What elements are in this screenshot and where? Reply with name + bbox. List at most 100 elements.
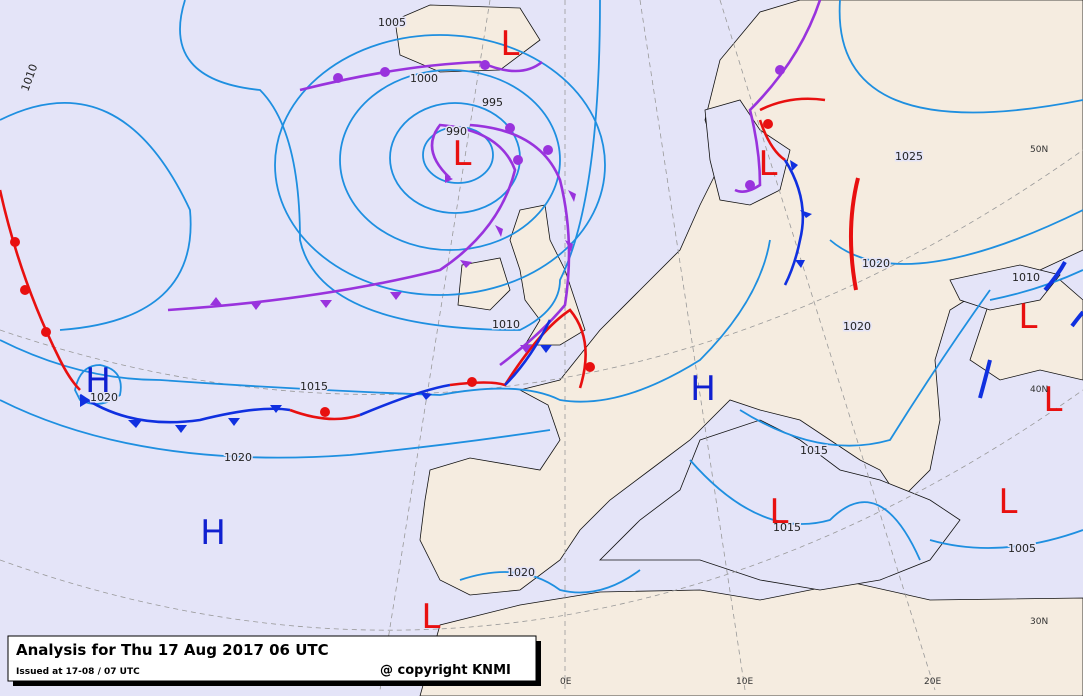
pressure-center: L xyxy=(501,24,520,64)
occluded-symbol xyxy=(543,145,553,155)
pressure-center: L xyxy=(1044,380,1063,420)
isobar xyxy=(339,69,561,251)
great-britain xyxy=(509,204,586,346)
isobar xyxy=(739,289,991,447)
cold-front xyxy=(1043,261,1067,292)
europe xyxy=(419,0,1083,596)
isobar xyxy=(689,459,921,561)
pressure-center: L xyxy=(422,597,441,637)
warm-symbol xyxy=(763,119,773,129)
cold-front xyxy=(359,383,451,417)
fronts xyxy=(0,0,1083,424)
warm-symbol xyxy=(41,327,51,337)
cold-front xyxy=(504,319,552,386)
pressure-center: L xyxy=(999,482,1018,522)
cold-front xyxy=(783,159,805,286)
isobar-label: 1015 xyxy=(300,380,328,393)
ireland xyxy=(457,257,511,311)
pressure-center: H xyxy=(200,513,226,553)
labels: 1005 1000 995 990 1010 1010 1015 1020 1020 1020 10… xyxy=(17,15,1063,688)
mediterranean xyxy=(599,419,961,591)
occluded-symbol xyxy=(775,65,785,75)
africa xyxy=(419,581,1083,696)
land xyxy=(394,0,1083,696)
occluded-symbol xyxy=(513,155,523,165)
isobars xyxy=(0,0,1083,594)
warm-front xyxy=(848,177,860,291)
pressure-center: L xyxy=(1019,297,1038,337)
isobar-label: 1015 xyxy=(773,521,801,534)
pressure-center: L xyxy=(770,492,789,532)
isobar-label: 1015 xyxy=(800,444,828,457)
occluded-front xyxy=(734,0,822,193)
isobar xyxy=(0,399,551,459)
isobar xyxy=(459,569,641,594)
warm-symbol xyxy=(320,407,330,417)
isobar-label: 1005 xyxy=(1008,542,1036,555)
warm-symbol xyxy=(10,237,20,247)
meridian xyxy=(719,0,936,691)
isobar-label: 1020 xyxy=(507,566,535,579)
warm-front xyxy=(758,119,786,162)
occluded-front xyxy=(167,123,517,312)
isobar xyxy=(0,239,771,403)
graticule-label: 10E xyxy=(736,677,753,687)
warm-front xyxy=(759,97,826,112)
front-symbols xyxy=(10,60,812,433)
pressure-center: H xyxy=(85,361,111,401)
isobar-label: 1020 xyxy=(843,320,871,333)
pressure-center: H xyxy=(690,369,716,409)
isobar-label: 1020 xyxy=(224,451,252,464)
graticule-label: 30N xyxy=(1030,617,1048,627)
graticule-label: 50N xyxy=(1030,145,1048,155)
cold-front xyxy=(1070,310,1083,328)
graticule-label: 20E xyxy=(924,677,941,687)
warm-symbol xyxy=(585,362,595,372)
graticule-label: 0E xyxy=(560,677,572,687)
inland-seas xyxy=(599,99,1061,591)
caption-copyright: @ copyright KNMI xyxy=(380,663,511,678)
isobar-label: 1020 xyxy=(90,391,118,404)
isobar-label: 1005 xyxy=(378,16,406,29)
black-sea xyxy=(949,264,1061,311)
warm-symbol xyxy=(467,377,477,387)
warm-symbol xyxy=(20,285,30,295)
isobar xyxy=(929,529,1083,549)
isobar-label: 1010 xyxy=(492,318,520,331)
parallel xyxy=(0,389,1083,631)
occluded-front xyxy=(299,60,543,92)
occluded-symbol xyxy=(505,123,515,133)
occluded-symbol xyxy=(480,60,490,70)
caption-background xyxy=(7,635,537,682)
isobar-label: 1025 xyxy=(895,150,923,163)
occluded-symbol xyxy=(333,73,343,83)
isobar xyxy=(989,269,1083,301)
baltic-sea xyxy=(704,99,791,206)
warm-front xyxy=(0,189,81,391)
occluded-symbol xyxy=(380,67,390,77)
caption-box: Analysis for Thu 17 Aug 2017 06 UTC Issu… xyxy=(7,635,541,686)
isobar xyxy=(179,0,601,331)
graticule-label: 40N xyxy=(1030,385,1048,395)
parallel xyxy=(0,149,1083,395)
occluded-front xyxy=(469,123,571,367)
isobar-label: 1010 xyxy=(1012,271,1040,284)
warm-front xyxy=(289,408,361,421)
isobar xyxy=(274,34,606,296)
isobar-label: 1000 xyxy=(410,72,438,85)
pressure-center: L xyxy=(453,134,472,174)
isobar xyxy=(838,0,1083,114)
isobar-label: 990 xyxy=(446,125,467,138)
cold-front xyxy=(978,359,992,399)
occluded-symbol xyxy=(745,180,755,190)
isobar xyxy=(0,101,192,331)
caption-issued: Issued at 17-08 / 07 UTC xyxy=(16,667,140,677)
caption-title: Analysis for Thu 17 Aug 2017 06 UTC xyxy=(16,641,329,659)
isobar-label: 995 xyxy=(482,96,503,109)
isobar-label: 1020 xyxy=(862,257,890,270)
cold-front xyxy=(79,393,291,424)
iceland xyxy=(394,4,541,73)
pressure-center: L xyxy=(759,144,778,184)
